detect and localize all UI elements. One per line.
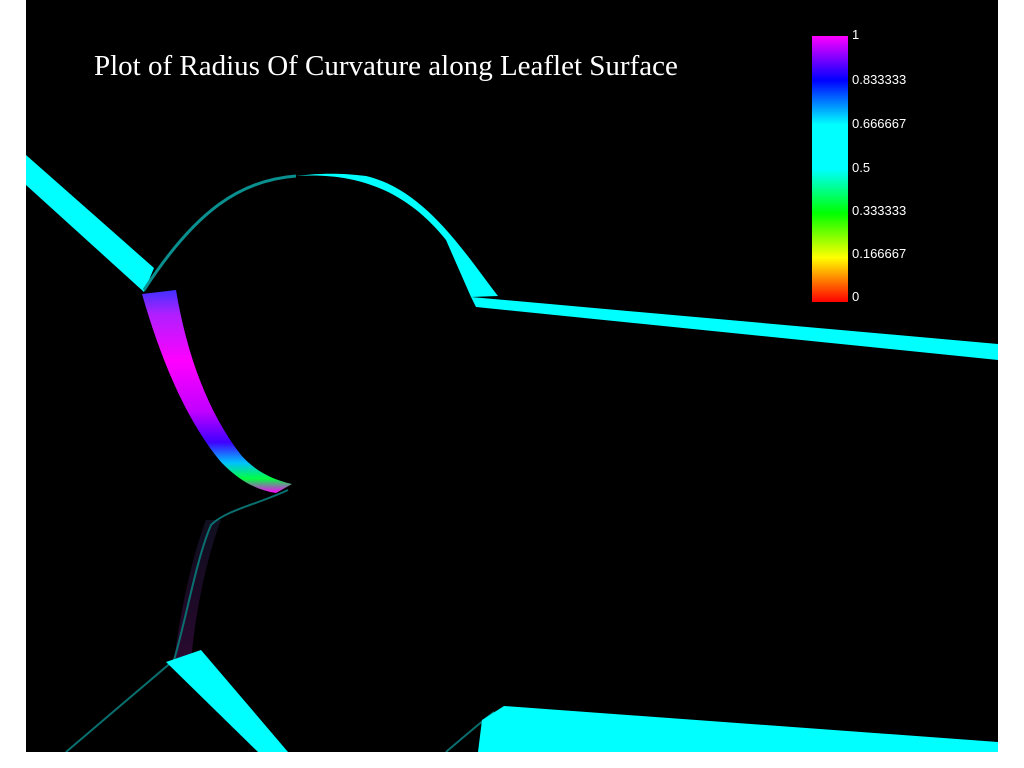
colorbar-tick-label: 0.666667 [852, 116, 907, 131]
lower-leaflet [174, 520, 221, 660]
upper-sinus-wall [296, 173, 498, 297]
colorbar-tick-label: 0 [852, 289, 860, 304]
leaflet-surface [142, 290, 292, 493]
geometry-scene [26, 155, 998, 752]
colorbar-tick-label: 0.333333 [852, 203, 907, 218]
upper-inlet-wall [26, 155, 154, 292]
render-viewport: Plot of Radius Of Curvature along Leafle… [26, 0, 998, 752]
colorbar-tick-label: 1 [852, 27, 860, 42]
lower-sinus-edge [65, 489, 289, 752]
colorbar [812, 36, 848, 302]
colorbar-tick-label: 0.833333 [852, 72, 907, 87]
upper-outlet-wall [471, 297, 998, 360]
plot-title: Plot of Radius Of Curvature along Leafle… [94, 50, 678, 82]
colorbar-tick-label: 0.5 [852, 160, 871, 175]
lower-outlet-wall [478, 706, 998, 752]
upper-sinus-edge [142, 174, 297, 291]
colorbar-tick-label: 0.166667 [852, 246, 907, 261]
lower-inlet-wall [166, 650, 288, 752]
